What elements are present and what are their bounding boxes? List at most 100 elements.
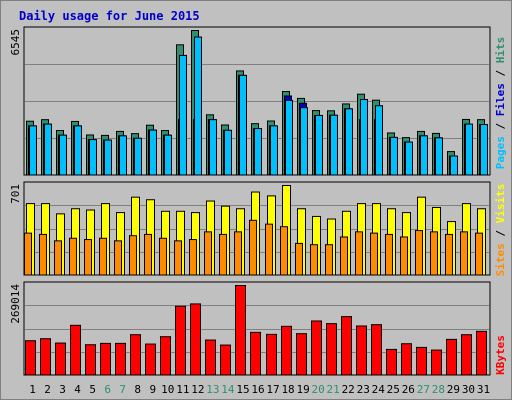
max-label-kbytes: 269014 bbox=[9, 284, 22, 324]
legend-visits-panel: Sites / Visits bbox=[494, 184, 507, 277]
bar-kbytes-day-12 bbox=[190, 303, 201, 376]
bar-kbytes-day-13 bbox=[205, 339, 216, 376]
legend-kbytes: KBytes bbox=[494, 335, 507, 375]
x-tick-label: 6 bbox=[104, 383, 111, 396]
bar-pages-day-4 bbox=[74, 125, 82, 176]
bar-kbytes-day-18 bbox=[281, 325, 292, 376]
bar-pages-day-6 bbox=[104, 139, 112, 176]
bar-sites-day-27 bbox=[415, 230, 423, 276]
legend-sites: Sites bbox=[494, 243, 507, 276]
bar-pages-day-10 bbox=[164, 134, 172, 176]
bar-kbytes-day-14 bbox=[220, 344, 231, 376]
bar-kbytes-day-21 bbox=[326, 323, 337, 376]
panel-kbytes: 269014 bbox=[9, 281, 491, 376]
x-tick-label: 19 bbox=[296, 383, 309, 396]
bar-kbytes-day-30 bbox=[461, 334, 472, 376]
bar-pages-day-7 bbox=[119, 135, 127, 176]
bar-sites-day-5 bbox=[84, 239, 92, 276]
bar-pages-day-13 bbox=[209, 119, 217, 176]
bar-pages-day-21 bbox=[330, 114, 338, 176]
bar-sites-day-29 bbox=[445, 233, 453, 276]
bar-kbytes-day-20 bbox=[311, 320, 322, 376]
x-tick-label: 1 bbox=[29, 383, 36, 396]
legend-visits: Visits bbox=[494, 184, 507, 224]
x-tick-label: 26 bbox=[402, 383, 415, 396]
x-tick-label: 18 bbox=[281, 383, 294, 396]
bar-kbytes-day-31 bbox=[476, 330, 487, 376]
bar-sites-day-25 bbox=[385, 233, 393, 276]
bar-pages-day-12 bbox=[194, 36, 202, 176]
x-tick-label: 8 bbox=[134, 383, 141, 396]
x-tick-label: 17 bbox=[266, 383, 279, 396]
bar-kbytes-day-25 bbox=[386, 348, 397, 376]
x-tick-label: 24 bbox=[372, 383, 386, 396]
x-tick-label: 9 bbox=[149, 383, 156, 396]
bar-sites-day-3 bbox=[54, 240, 62, 276]
bar-kbytes-day-2 bbox=[40, 338, 51, 376]
bar-kbytes-day-19 bbox=[296, 333, 307, 376]
bar-kbytes-day-7 bbox=[115, 342, 126, 376]
legend-files: Files bbox=[494, 83, 507, 116]
bar-kbytes-day-24 bbox=[371, 324, 382, 376]
bar-pages-day-8 bbox=[134, 137, 142, 176]
bar-sites-day-24 bbox=[370, 232, 378, 276]
bar-kbytes-day-17 bbox=[266, 333, 277, 376]
bar-pages-day-3 bbox=[59, 134, 67, 176]
bar-pages-day-2 bbox=[44, 123, 52, 176]
x-tick-label: 3 bbox=[59, 383, 66, 396]
bar-sites-day-17 bbox=[265, 223, 273, 276]
bar-pages-day-25 bbox=[390, 136, 398, 176]
bar-sites-day-26 bbox=[400, 236, 408, 276]
bar-sites-day-30 bbox=[460, 231, 468, 276]
legend-sep-1: / bbox=[494, 123, 507, 130]
bar-pages-day-24 bbox=[375, 105, 383, 176]
series-kbytes bbox=[25, 285, 487, 376]
bar-kbytes-day-10 bbox=[160, 336, 171, 376]
bar-kbytes-day-29 bbox=[446, 338, 457, 376]
bar-pages-day-19 bbox=[300, 107, 308, 176]
x-tick-label: 7 bbox=[119, 383, 126, 396]
bar-sites-day-8 bbox=[129, 235, 137, 276]
bar-kbytes-day-8 bbox=[130, 334, 141, 376]
x-tick-label: 5 bbox=[89, 383, 96, 396]
bar-sites-day-12 bbox=[189, 239, 197, 276]
bar-sites-day-16 bbox=[249, 219, 257, 276]
bar-kbytes-day-1 bbox=[25, 340, 36, 376]
bar-pages-day-31 bbox=[480, 124, 488, 176]
x-tick-label: 27 bbox=[417, 383, 430, 396]
x-tick-label: 2 bbox=[44, 383, 51, 396]
bar-sites-day-20 bbox=[310, 244, 318, 276]
max-label-visits: 701 bbox=[9, 184, 22, 204]
bar-sites-day-23 bbox=[355, 231, 363, 276]
bar-pages-day-20 bbox=[315, 114, 323, 176]
x-tick-label: 25 bbox=[387, 383, 400, 396]
x-tick-label: 20 bbox=[312, 383, 325, 396]
bar-sites-day-10 bbox=[159, 237, 167, 276]
bar-pages-day-27 bbox=[420, 135, 428, 176]
x-tick-label: 11 bbox=[176, 383, 189, 396]
legend-sep-3: / bbox=[494, 230, 507, 237]
bar-sites-day-15 bbox=[234, 231, 242, 276]
bar-kbytes-day-4 bbox=[70, 324, 81, 376]
bar-pages-day-14 bbox=[224, 129, 232, 176]
x-tick-label: 29 bbox=[447, 383, 460, 396]
bar-pages-day-9 bbox=[149, 129, 157, 176]
x-tick-label: 30 bbox=[462, 383, 475, 396]
bar-pages-day-28 bbox=[435, 137, 443, 176]
bar-sites-day-6 bbox=[99, 237, 107, 276]
bar-pages-day-18 bbox=[285, 99, 293, 176]
bar-sites-day-13 bbox=[204, 231, 212, 276]
bar-sites-day-2 bbox=[39, 233, 47, 276]
bar-pages-day-23 bbox=[360, 99, 368, 176]
x-tick-label: 16 bbox=[251, 383, 264, 396]
bar-kbytes-day-11 bbox=[175, 305, 186, 376]
bar-pages-day-30 bbox=[465, 123, 473, 176]
bar-sites-day-14 bbox=[219, 233, 227, 276]
bar-pages-day-1 bbox=[29, 125, 37, 176]
bar-kbytes-day-26 bbox=[401, 343, 412, 376]
bar-sites-day-31 bbox=[475, 232, 483, 276]
bar-pages-day-15 bbox=[239, 74, 247, 176]
bar-sites-day-4 bbox=[69, 237, 77, 276]
x-tick-label: 15 bbox=[236, 383, 249, 396]
chart-title: Daily usage for June 2015 bbox=[19, 9, 200, 23]
